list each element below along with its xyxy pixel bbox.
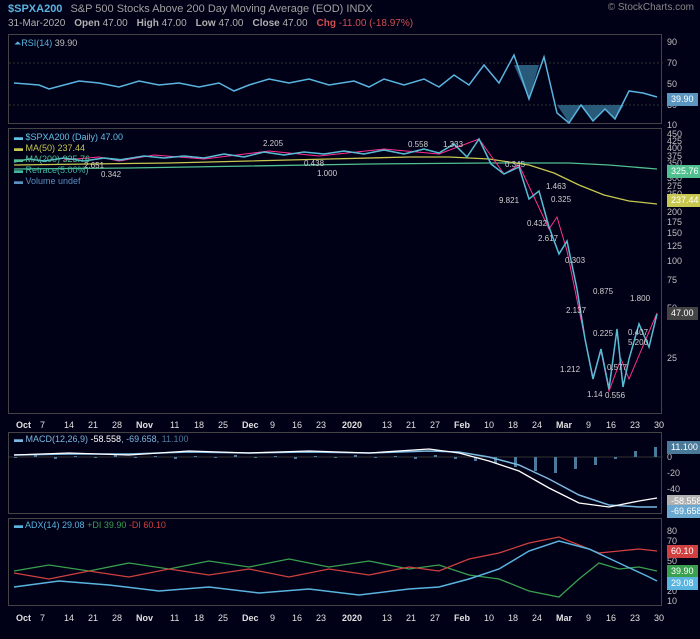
rsi-panel: ⏶RSI(14) 39.90907050301039.90 [8, 34, 662, 124]
macd-panel: ▬ MACD(12,26,9) -58.558, -69.658, 11.100… [8, 432, 662, 514]
chart-header: $SPXA200 S&P 500 Stocks Above 200 Day Mo… [0, 0, 700, 18]
x-axis-upper: Oct7142128Nov111825Dec916232020132127Feb… [8, 416, 688, 430]
chart-date: 31-Mar-2020 [8, 18, 65, 32]
adx-panel: ▬ ADX(14) 29.08 +DI 39.90 -DI 60.1080706… [8, 518, 662, 606]
change-value: Chg -11.00 (-18.97%) [317, 18, 414, 32]
price-panel: ▬ $SPXA200 (Daily) 47.00▬ MA(50) 237.44▬… [8, 128, 662, 414]
x-axis-lower: Oct7142128Nov111825Dec916232020132127Feb… [8, 609, 688, 623]
ticker-symbol: $SPXA200 [8, 3, 62, 15]
chart-title: S&P 500 Stocks Above 200 Day Moving Aver… [70, 3, 372, 15]
watermark: © StockCharts.com [608, 2, 694, 13]
ohlc-row: 31-Mar-2020 Open 47.00 High 47.00 Low 47… [0, 18, 700, 32]
